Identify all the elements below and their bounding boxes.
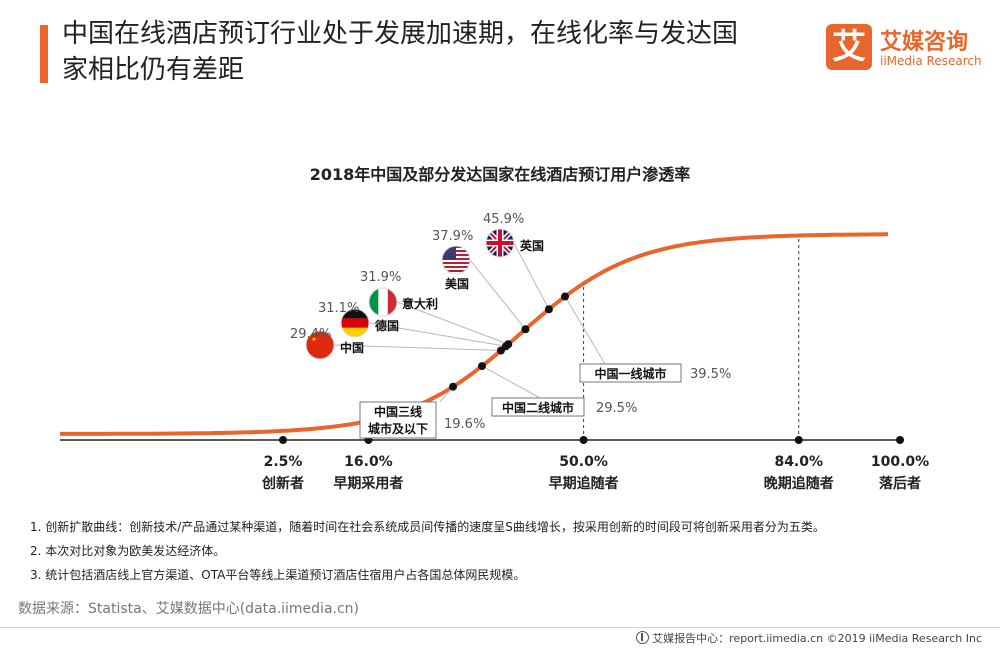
chart-title: 2018年中国及部分发达国家在线酒店预订用户渗透率 — [310, 165, 691, 184]
note-2: 2. 本次对比对象为欧美发达经济体。 — [30, 544, 226, 558]
point-uk-flag — [544, 305, 553, 314]
flag-stripe — [442, 270, 470, 272]
footer-text: 艾媒报告中心：report.iimedia.cn ©2019 iiMedia R… — [652, 632, 982, 645]
axis-category-label-3: 晚期追随者 — [764, 475, 834, 492]
flag-stripe — [442, 264, 470, 266]
flag-stripe-gold — [341, 327, 369, 337]
germany-flag — [340, 308, 370, 338]
flag-rim — [340, 308, 370, 338]
logo-chinese-name: 艾媒咨询 — [880, 30, 969, 55]
value-label-uk-flag: 45.9% — [483, 212, 524, 227]
axis-pct-label-4: 100.0% — [871, 454, 929, 470]
flag-stripe-black — [341, 309, 369, 319]
axis-pct-label-3: 84.0% — [774, 454, 823, 470]
tier-box-0 — [579, 363, 682, 383]
axis-pct-label-1: 16.0% — [344, 454, 393, 470]
value-label-germany-flag: 31.1% — [318, 301, 359, 316]
tier-box-2 — [359, 401, 437, 439]
axis-pct-label-0: 2.5% — [264, 454, 303, 470]
footer-divider — [0, 627, 1000, 628]
flag-stripe — [442, 272, 470, 274]
flag-stripe — [442, 268, 470, 270]
leader-usa-flag — [469, 259, 526, 330]
name-label-uk-flag: 英国 — [520, 238, 544, 253]
flag-stripe-red — [341, 318, 369, 328]
leader-italy-flag — [396, 301, 509, 345]
tier-box-1 — [491, 397, 585, 417]
name-label-usa-flag: 美国 — [445, 276, 469, 291]
tier-point-2 — [449, 382, 457, 391]
page-title: 中国在线酒店预订行业处于发展加速期，在线化率与发达国家相比仍有差距 — [62, 19, 739, 85]
flag-body — [369, 288, 397, 316]
flag-body — [341, 309, 369, 337]
point-italy-flag — [504, 340, 513, 349]
tier-name-2-line-0: 中国三线 — [374, 404, 422, 419]
axis-tick-2 — [579, 436, 588, 444]
tier-leader-1 — [481, 365, 541, 399]
name-label-germany-flag: 德国 — [375, 318, 399, 333]
logo-english-name: iiMedia Research — [880, 54, 982, 68]
flag-stripe — [442, 260, 470, 262]
flag-rim — [485, 228, 515, 258]
diffusion-chart: 2018年中国及部分发达国家在线酒店预订用户渗透率 2.5% 创新者 16.0% 早期… — [60, 165, 929, 492]
name-label-italy-flag: 意大利 — [402, 296, 438, 311]
flag-cross-red — [498, 229, 502, 257]
flag-stripe-green — [369, 288, 379, 316]
flag-stripe — [442, 266, 470, 268]
value-label-italy-flag: 31.9% — [360, 270, 401, 285]
tier-leader-0 — [564, 296, 606, 365]
axis-tick-0 — [279, 436, 287, 444]
axis-category-label-1: 早期采用者 — [333, 475, 403, 492]
footer: 艾媒报告中心：report.iimedia.cn ©2019 iiMedia R… — [636, 630, 982, 646]
axis-category-label-0: 创新者 — [261, 475, 304, 492]
point-usa-flag — [521, 325, 530, 334]
data-source: 数据来源：Statista、艾媒数据中心(data.iimedia.cn) — [18, 601, 360, 617]
axis-tick-3 — [794, 436, 803, 444]
italy-flag — [368, 287, 398, 317]
tier-name-0: 中国一线城市 — [594, 366, 666, 381]
china-flag — [305, 330, 335, 360]
iimedia-logo: 艾 艾媒咨询 iiMedia Research — [826, 24, 986, 76]
logo-mark-icon: 艾 — [826, 24, 872, 70]
value-label-china-flag: 29.4% — [290, 327, 331, 342]
note-3: 3. 统计包括酒店线上官方渠道、OTA平台等线上渠道预订酒店住宿用户占各国总体网… — [30, 568, 526, 582]
axis-pct-label-2: 50.0% — [559, 454, 608, 470]
flag-star — [311, 337, 317, 341]
leader-uk-flag — [513, 242, 550, 310]
axis-category-label-2: 早期追随者 — [549, 475, 619, 492]
usa-flag — [441, 245, 471, 275]
tier-name-1: 中国二线城市 — [502, 400, 574, 415]
note-1: 1. 创新扩散曲线：创新技术/产品通过某种渠道，随着时间在社会系统成员间传播的速… — [30, 520, 825, 534]
flag-stripe — [442, 262, 470, 264]
uk-flag — [485, 228, 515, 258]
flag-field — [306, 331, 334, 359]
flag-stripe-white — [378, 288, 388, 316]
title-accent-bar — [40, 25, 48, 83]
tier-point-0 — [561, 292, 569, 301]
tier-value-2: 19.6% — [444, 417, 485, 432]
flag-body — [306, 331, 334, 359]
flag-rim — [368, 287, 398, 317]
leader-china-flag — [333, 344, 501, 351]
axis-tick-4 — [896, 436, 904, 444]
flag-rim — [305, 330, 335, 360]
flag-rim — [441, 245, 471, 275]
tier-point-1 — [478, 362, 486, 371]
chart-notes: 1. 创新扩散曲线：创新技术/产品通过某种渠道，随着时间在社会系统成员间传播的速… — [30, 515, 825, 587]
tier-name-2-line-1: 城市及以下 — [368, 421, 428, 436]
s-curve-line — [60, 232, 888, 436]
flag-stripe-red — [387, 288, 397, 316]
value-label-usa-flag: 37.9% — [432, 229, 473, 244]
flag-body — [486, 229, 514, 257]
leader-germany-flag — [368, 322, 507, 347]
name-label-china-flag: 中国 — [340, 340, 364, 355]
tier-value-0: 39.5% — [690, 367, 731, 382]
axis-category-label-4: 落后者 — [879, 475, 921, 492]
report-center-icon — [636, 631, 650, 644]
tier-value-1: 29.5% — [596, 401, 637, 416]
